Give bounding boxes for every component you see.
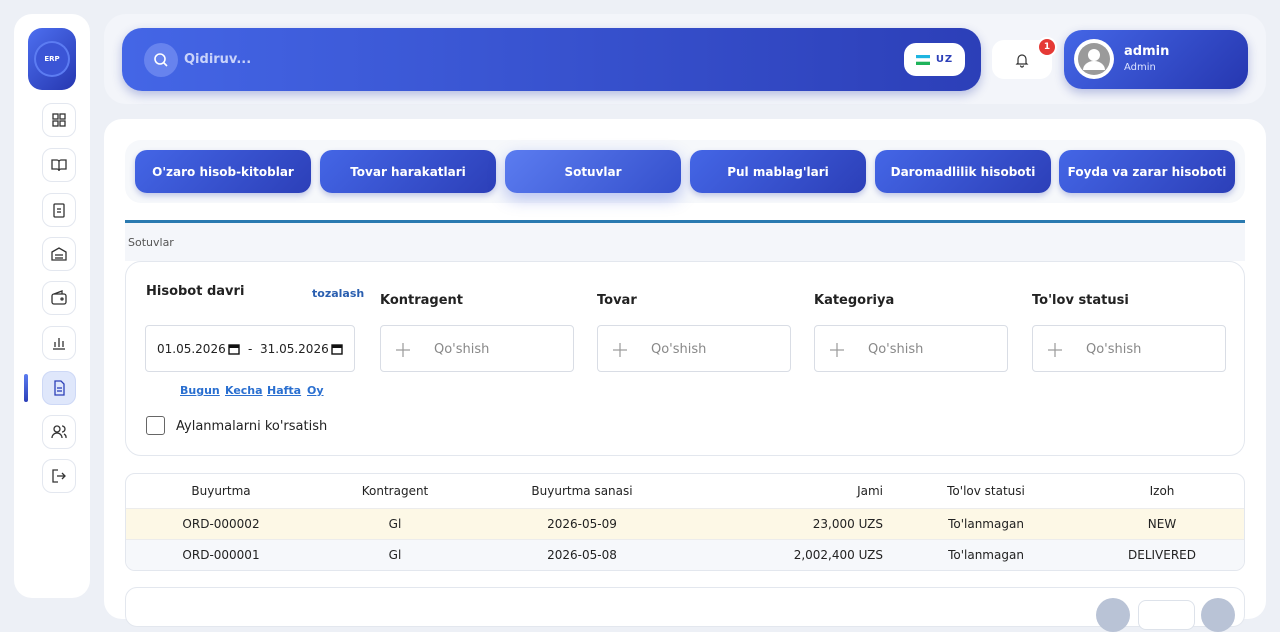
sidebar-icon[interactable] — [42, 459, 76, 493]
date-to: 31.05.2026 — [260, 342, 329, 356]
field-placeholder: Qo'shish — [1086, 342, 1142, 357]
sidebar-icon[interactable] — [42, 281, 76, 315]
pagination-card — [125, 587, 1245, 627]
column-header: Buyurtma — [191, 484, 251, 498]
breadcrumb-bar: Sotuvlar — [125, 223, 1245, 261]
table-cell: To'lanmagan — [948, 517, 1024, 531]
column-header: To'lov statusi — [947, 484, 1025, 498]
field-input[interactable]: Qo'shish — [814, 325, 1008, 372]
field-input[interactable]: Qo'shish — [1032, 325, 1226, 372]
field-placeholder: Qo'shish — [651, 342, 707, 357]
table-cell: DELIVERED — [1128, 548, 1196, 562]
language-switch[interactable]: UZ — [904, 43, 965, 76]
flag — [915, 54, 930, 65]
tab[interactable]: Sotuvlar — [505, 150, 681, 193]
next-page[interactable] — [1201, 598, 1235, 632]
column-header: Kontragent — [361, 484, 429, 498]
sidebar-icon[interactable] — [42, 326, 76, 360]
tab[interactable]: Tovar harakatlari — [320, 150, 496, 193]
prev-page[interactable] — [1096, 598, 1130, 632]
table-cell: To'lanmagan — [948, 548, 1024, 562]
table-cell: NEW — [1147, 517, 1177, 531]
field-label: Tovar — [597, 293, 637, 308]
checkbox[interactable] — [146, 416, 165, 435]
tab[interactable]: Foyda va zarar hisoboti — [1059, 150, 1235, 193]
field-label: Kontragent — [380, 293, 464, 308]
field-input[interactable]: Qo'shish — [380, 325, 574, 372]
plus-icon — [830, 343, 844, 357]
page: { "sidebar": {"logo": "ERP"}, "header": … — [14, 14, 1266, 632]
page-indicator — [1138, 600, 1195, 630]
divider — [125, 220, 1245, 223]
avatar — [1074, 39, 1114, 79]
tab[interactable]: Daromadlilik hisoboti — [875, 150, 1051, 193]
sidebar-icon[interactable] — [42, 193, 76, 227]
table-cell: ORD-000001 — [182, 548, 260, 562]
column-header: Izoh — [1149, 484, 1175, 498]
user-role: Admin — [1124, 62, 1156, 73]
table-row[interactable]: ORD-000002 Gl 2026-05-09 23,000 UZS To'lanma… — [126, 508, 1244, 539]
table-cell: 23,000 UZS — [812, 517, 883, 531]
quick-range[interactable]: Bugun — [180, 384, 220, 397]
field-placeholder: Qo'shish — [434, 342, 490, 357]
table-cell: Gl — [388, 517, 402, 531]
sidebar-icon[interactable] — [42, 103, 76, 137]
search-placeholder: Qidiruv... — [184, 52, 252, 67]
logo[interactable]: ERP — [28, 28, 76, 90]
sidebar-icon[interactable] — [42, 237, 76, 271]
tab-bar — [125, 140, 1245, 203]
tab[interactable]: Pul mablag'lari — [690, 150, 866, 193]
search-icon — [144, 43, 178, 77]
plus-icon — [1048, 343, 1062, 357]
sidebar-icon[interactable] — [42, 371, 76, 405]
notification-badge: 1 — [1037, 37, 1057, 57]
plus-icon — [613, 343, 627, 357]
plus-icon — [396, 343, 410, 357]
logo-text: ERP — [36, 43, 68, 75]
date-separator: - — [248, 342, 253, 356]
column-header: Jami — [857, 484, 883, 498]
checkbox-label: Aylanmalarni ko'rsatish — [176, 419, 328, 434]
table-header: Buyurtma Kontragent Buyurtma sanasi Jami To'… — [126, 474, 1244, 508]
active-indicator — [24, 374, 28, 402]
field-label: Kategoriya — [814, 293, 895, 308]
table-cell: Gl — [388, 548, 402, 562]
table-cell: 2026-05-08 — [547, 548, 617, 562]
quick-range[interactable]: Hafta — [267, 384, 302, 397]
language: UZ — [935, 54, 954, 65]
field-input[interactable]: Qo'shish — [597, 325, 791, 372]
sidebar-icon[interactable] — [42, 148, 76, 182]
field-placeholder: Qo'shish — [868, 342, 924, 357]
table-cell: 2,002,400 UZS — [793, 548, 883, 562]
quick-range[interactable]: Oy — [307, 384, 324, 397]
field-label: To'lov statusi — [1032, 293, 1129, 308]
table-cell: 2026-05-09 — [547, 517, 617, 531]
period-label: Hisobot davri — [146, 284, 245, 299]
date-from: 01.05.2026 — [157, 342, 226, 356]
user-name: admin — [1124, 44, 1170, 59]
table: Buyurtma Kontragent Buyurtma sanasi Jami To'… — [125, 473, 1245, 571]
date-range[interactable]: 01.05.2026 - 31.05.2026 — [145, 325, 355, 372]
table-cell: ORD-000002 — [182, 517, 260, 531]
search-bar[interactable]: Qidiruv... UZ — [122, 28, 981, 91]
quick-range[interactable]: Kecha — [225, 384, 263, 397]
reset-link[interactable]: tozalash — [312, 287, 365, 300]
breadcrumb: Sotuvlar — [128, 236, 174, 249]
sidebar-icon[interactable] — [42, 415, 76, 449]
table-row[interactable]: ORD-000001 Gl 2026-05-08 2,002,400 UZS To'la… — [126, 539, 1244, 570]
column-header: Buyurtma sanasi — [531, 484, 633, 498]
user-card[interactable]: admin Admin — [1064, 30, 1248, 89]
tab[interactable]: O'zaro hisob-kitoblar — [135, 150, 311, 193]
